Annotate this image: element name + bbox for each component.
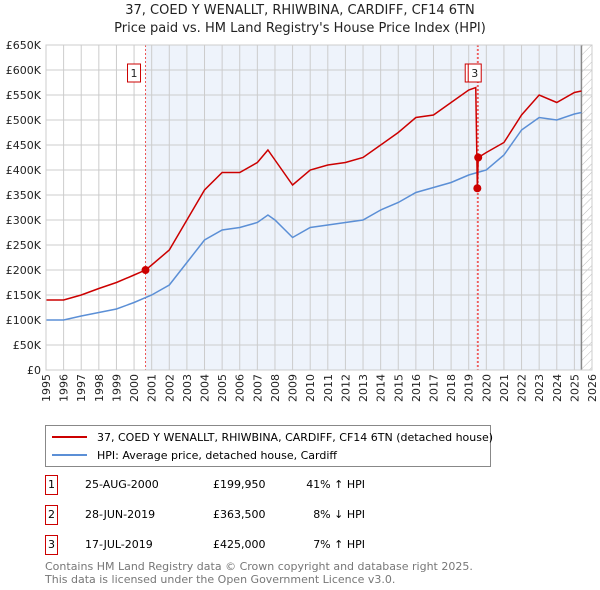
x-tick-label: 2024: [551, 374, 564, 402]
sale-label-frame: [127, 63, 142, 83]
plot-area: 1995 1996 1997 1998 1999 2000 2001 2002 2003 2004…: [6, 39, 599, 402]
x-tick-label: 2000: [128, 374, 141, 402]
x-tick-label: 2006: [234, 374, 247, 402]
legend-label: HPI: Average price, detached house, Card…: [97, 448, 337, 462]
transaction-marker: 2: [45, 505, 58, 525]
transaction-price: £425,000: [213, 538, 266, 551]
x-tick-label: 2020: [480, 374, 493, 402]
transaction-hpi-diff: 8% ↓ HPI: [313, 508, 365, 521]
x-tick-label: 2012: [339, 374, 352, 402]
x-tick-label: 1999: [110, 374, 123, 402]
y-tick-label: £250K: [6, 239, 42, 252]
x-tick-label: 2014: [375, 374, 388, 402]
x-tick-label: 2022: [516, 374, 529, 402]
x-tick-label: 2007: [251, 374, 264, 402]
x-tick-label: 2002: [163, 374, 176, 402]
footer-line-1: Contains HM Land Registry data © Crown c…: [45, 560, 473, 573]
y-tick-label: £550K: [6, 89, 42, 102]
x-tick-label: 1996: [58, 374, 71, 402]
transaction-date: 25-AUG-2000: [85, 478, 159, 491]
x-tick-label: 2015: [392, 374, 405, 402]
legend-swatch-red: [52, 436, 87, 438]
transaction-row: 2 28-JUN-2019 £363,500 8% ↓ HPI: [45, 505, 375, 525]
sale-point: [141, 266, 150, 275]
x-tick-label: 2019: [463, 374, 476, 402]
x-tick-label: 2021: [498, 374, 511, 402]
transaction-row: 1 25-AUG-2000 £199,950 41% ↑ HPI: [45, 475, 375, 495]
sale-label-box: 1: [127, 63, 142, 83]
y-tick-label: £600K: [6, 64, 42, 77]
x-tick-label: 1995: [40, 374, 53, 402]
y-tick-label: £100K: [6, 314, 42, 327]
footer-line-2: This data is licensed under the Open Gov…: [45, 573, 396, 586]
plot-frame: [45, 44, 593, 371]
transaction-row: 3 17-JUL-2019 £425,000 7% ↑ HPI: [45, 535, 375, 555]
transaction-marker: 3: [45, 535, 58, 555]
x-tick-label: 1998: [93, 374, 106, 402]
y-tick-label: £650K: [6, 39, 42, 52]
transaction-date: 28-JUN-2019: [85, 508, 156, 521]
x-tick-label: 2026: [586, 374, 599, 402]
x-tick-label: 2005: [216, 374, 229, 402]
transaction-date: 17-JUL-2019: [85, 538, 153, 551]
sale-point: [474, 153, 483, 162]
footer: Contains HM Land Registry data © Crown c…: [45, 560, 473, 586]
legend-item-hpi: HPI: Average price, detached house, Card…: [52, 447, 337, 463]
y-tick-label: £450K: [6, 139, 42, 152]
chart-subtitle: Price paid vs. HM Land Registry's House …: [114, 21, 486, 36]
legend-swatch-blue: [52, 454, 87, 456]
hpi-line: [46, 111, 582, 321]
x-tick-label: 2010: [304, 374, 317, 402]
x-tick-label: 2016: [410, 374, 423, 402]
x-tick-label: 2023: [533, 374, 546, 402]
x-tick-label: 2004: [199, 374, 212, 402]
legend: 37, COED Y WENALLT, RHIWBINA, CARDIFF, C…: [45, 425, 493, 467]
y-tick-label: £350K: [6, 189, 42, 202]
x-tick-label: 2008: [269, 374, 282, 402]
x-tick-label: 2009: [287, 374, 300, 402]
transaction-price: £199,950: [213, 478, 266, 491]
x-tick-label: 2013: [357, 374, 370, 402]
y-tick-label: £500K: [6, 114, 42, 127]
y-tick-label: £400K: [6, 164, 42, 177]
y-tick-label: £0: [27, 364, 41, 377]
transaction-hpi-diff: 7% ↑ HPI: [313, 538, 365, 551]
transaction-marker: 1: [45, 475, 58, 495]
sale-label-text: 3: [471, 67, 478, 80]
x-tick-label: 1997: [75, 374, 88, 402]
x-tick-label: 2011: [322, 374, 335, 402]
x-tick-label: 2017: [427, 374, 440, 402]
sale-label-text: 1: [131, 67, 138, 80]
transaction-price: £363,500: [213, 508, 266, 521]
sale-point: [473, 184, 482, 193]
y-tick-label: £200K: [6, 264, 42, 277]
x-tick-label: 2001: [146, 374, 159, 402]
legend-item-property: 37, COED Y WENALLT, RHIWBINA, CARDIFF, C…: [52, 429, 493, 445]
transaction-hpi-diff: 41% ↑ HPI: [306, 478, 365, 491]
y-tick-label: £300K: [6, 214, 42, 227]
x-tick-label: 2025: [568, 374, 581, 402]
y-tick-label: £150K: [6, 289, 42, 302]
y-tick-label: £50K: [13, 339, 42, 352]
legend-label: 37, COED Y WENALLT, RHIWBINA, CARDIFF, C…: [97, 430, 494, 444]
sale-label-frame: [467, 63, 482, 83]
forecast-hatch: [581, 45, 592, 370]
chart-title: 37, COED Y WENALLT, RHIWBINA, CARDIFF, C…: [125, 3, 475, 18]
sale-label-box: 3: [464, 63, 482, 83]
x-tick-label: 2018: [445, 374, 458, 402]
x-tick-label: 2003: [181, 374, 194, 402]
